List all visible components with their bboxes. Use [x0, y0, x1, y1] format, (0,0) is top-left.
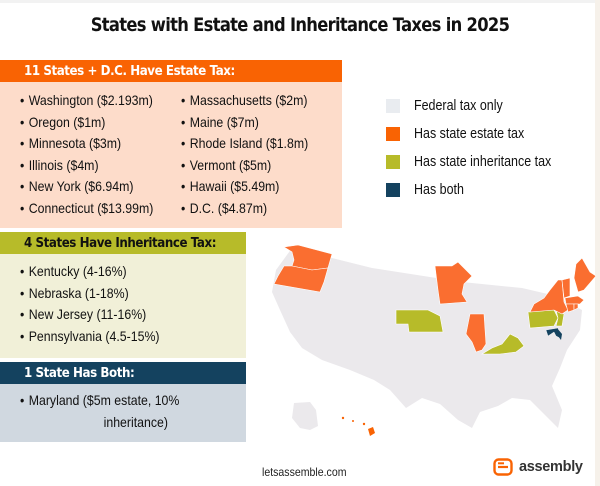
maine	[573, 257, 597, 293]
both-box-header: 1 State Has Both:	[0, 362, 246, 384]
illinois	[465, 313, 487, 353]
maryland	[545, 327, 561, 339]
estate-list-right: Massachusetts ($2m) Maine ($7m) Rhode Is…	[181, 90, 342, 219]
estate-box-header-text: 11 States + D.C. Have Estate Tax:	[24, 63, 235, 79]
pennsylvania	[527, 309, 559, 329]
inheritance-tax-box: 4 States Have Inheritance Tax: Kentucky …	[0, 232, 246, 358]
new-york	[529, 279, 569, 315]
list-item-continuation: inheritance)	[103, 413, 168, 430]
legend-label: Has both	[414, 182, 464, 198]
rhode-island	[573, 303, 579, 311]
legend-swatch	[386, 127, 400, 141]
legend-item-federal: Federal tax only	[386, 92, 574, 120]
alaska	[292, 402, 318, 430]
minnesota	[434, 261, 473, 305]
list-item: Connecticut ($13.99m)	[20, 198, 162, 220]
kentucky	[480, 333, 525, 355]
massachusetts	[564, 295, 585, 305]
list-item: Maine ($7m)	[181, 112, 323, 134]
list-item: Illinois ($4m)	[20, 155, 162, 177]
legend-label: Federal tax only	[414, 98, 503, 114]
list-item: Kentucky (4-16%)	[20, 261, 219, 283]
list-item: Minnesota ($3m)	[20, 133, 162, 155]
legend-label: Has state inheritance tax	[414, 154, 552, 170]
list-item: Vermont ($5m)	[181, 155, 323, 177]
estate-box-header: 11 States + D.C. Have Estate Tax:	[0, 60, 342, 82]
list-item: D.C. ($4.87m)	[181, 198, 323, 220]
both-taxes-box: 1 State Has Both: Maryland ($5m estate, …	[0, 362, 246, 442]
list-item: Rhode Island ($1.8m)	[181, 133, 323, 155]
page-title: States with Estate and Inheritance Taxes…	[90, 14, 510, 36]
oregon	[273, 265, 329, 293]
list-item: New Jersey (11-16%)	[20, 304, 219, 326]
right-border	[595, 0, 600, 486]
website-url[interactable]: letsassemble.com	[262, 465, 347, 479]
legend-swatch	[386, 99, 400, 113]
brand-logo: assembly	[493, 458, 583, 476]
vermont	[561, 277, 571, 299]
us-landmass	[272, 248, 582, 428]
list-item: Maryland ($5m estate, 10%	[20, 390, 219, 412]
legend-item-inheritance: Has state inheritance tax	[386, 148, 574, 176]
maryland-east	[557, 328, 562, 340]
list-item: Washington ($2.193m)	[20, 90, 162, 112]
legend-swatch	[386, 155, 400, 169]
list-item: Pennsylvania (4.5-15%)	[20, 326, 219, 348]
legend-item-both: Has both	[386, 176, 574, 204]
us-map	[272, 244, 597, 436]
nebraska	[395, 309, 444, 333]
inheritance-box-header-text: 4 States Have Inheritance Tax:	[24, 235, 217, 251]
assembly-logo-icon	[493, 458, 513, 476]
legend-item-estate: Has state estate tax	[386, 120, 574, 148]
legend-label: Has state estate tax	[414, 126, 525, 142]
list-item: Hawaii ($5.49m)	[181, 176, 323, 198]
estate-tax-box: 11 States + D.C. Have Estate Tax: Washin…	[0, 60, 342, 228]
list-item: Massachusetts ($2m)	[181, 90, 323, 112]
both-box-header-text: 1 State Has Both:	[24, 365, 135, 381]
map-legend: Federal tax only Has state estate tax Ha…	[386, 92, 574, 204]
brand-name: assembly	[519, 459, 583, 475]
estate-list-left: Washington ($2.193m) Oregon ($1m) Minnes…	[20, 90, 181, 219]
legend-swatch	[386, 183, 400, 197]
list-item: Oregon ($1m)	[20, 112, 162, 134]
list-item: Nebraska (1-18%)	[20, 283, 219, 305]
hawaii	[341, 416, 375, 436]
top-border	[0, 0, 600, 3]
inheritance-box-header: 4 States Have Inheritance Tax:	[0, 232, 246, 254]
list-item: New York ($6.94m)	[20, 176, 162, 198]
